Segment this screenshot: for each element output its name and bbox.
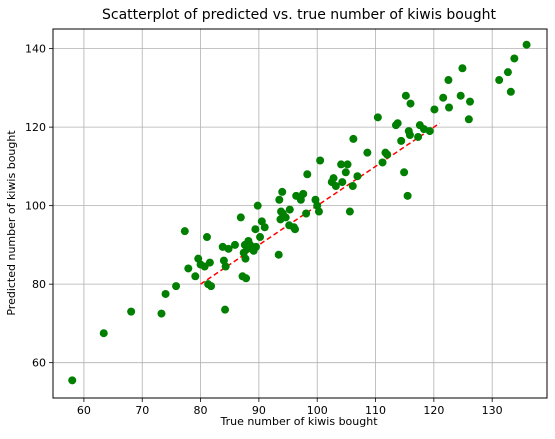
data-point xyxy=(458,64,466,72)
y-axis-label: Predicted number of kiwis bought xyxy=(5,130,18,316)
data-point xyxy=(303,170,311,178)
data-point xyxy=(206,259,214,267)
x-tick-label: 120 xyxy=(423,404,444,417)
data-point xyxy=(203,233,211,241)
data-point xyxy=(379,158,387,166)
data-point xyxy=(282,213,290,221)
data-point xyxy=(439,94,447,102)
data-point xyxy=(207,282,215,290)
data-point xyxy=(404,192,412,200)
data-point xyxy=(444,76,452,84)
data-point xyxy=(407,100,415,108)
data-point xyxy=(353,172,361,180)
data-point xyxy=(495,76,503,84)
data-point xyxy=(157,310,165,318)
data-point xyxy=(338,178,346,186)
data-point xyxy=(251,225,259,233)
data-point xyxy=(278,188,286,196)
data-point xyxy=(291,225,299,233)
data-point xyxy=(400,168,408,176)
data-point xyxy=(315,208,323,216)
y-tick-label: 140 xyxy=(25,43,46,56)
data-point xyxy=(221,306,229,314)
data-point xyxy=(504,68,512,76)
data-point xyxy=(231,241,239,249)
x-tick-label: 70 xyxy=(135,404,149,417)
y-tick-label: 60 xyxy=(32,357,46,370)
x-tick-label: 60 xyxy=(77,404,91,417)
data-point xyxy=(426,127,434,135)
data-point xyxy=(261,223,269,231)
x-axis-label: True number of kiwis bought xyxy=(219,415,378,428)
data-point xyxy=(191,272,199,280)
data-point xyxy=(127,308,135,316)
data-point xyxy=(510,54,518,62)
data-point xyxy=(302,210,310,218)
x-tick-label: 80 xyxy=(194,404,208,417)
data-point xyxy=(394,119,402,127)
data-point xyxy=(222,262,230,270)
data-point xyxy=(299,190,307,198)
y-tick-label: 120 xyxy=(25,121,46,134)
data-point xyxy=(275,251,283,259)
data-point xyxy=(254,202,262,210)
data-point xyxy=(286,206,294,214)
data-point xyxy=(466,98,474,106)
data-point xyxy=(363,149,371,157)
y-tick-label: 100 xyxy=(25,200,46,213)
data-point xyxy=(402,92,410,100)
data-point xyxy=(242,274,250,282)
chart-title: Scatterplot of predicted vs. true number… xyxy=(102,7,496,23)
data-point xyxy=(330,174,338,182)
data-point xyxy=(523,41,531,49)
data-point xyxy=(342,168,350,176)
data-point xyxy=(68,376,76,384)
data-point xyxy=(237,213,245,221)
x-tick-label: 130 xyxy=(482,404,503,417)
data-point xyxy=(252,243,260,251)
data-point xyxy=(397,137,405,145)
data-point xyxy=(414,133,422,141)
data-point xyxy=(162,290,170,298)
data-point xyxy=(383,151,391,159)
data-point xyxy=(346,208,354,216)
data-point xyxy=(184,264,192,272)
data-point xyxy=(349,135,357,143)
data-point xyxy=(465,115,473,123)
data-point xyxy=(507,88,515,96)
data-point xyxy=(374,113,382,121)
data-point xyxy=(344,160,352,168)
data-point xyxy=(316,157,324,165)
data-point xyxy=(100,329,108,337)
data-point xyxy=(256,233,264,241)
data-point xyxy=(430,105,438,113)
data-point xyxy=(445,104,453,112)
data-point xyxy=(275,196,283,204)
y-tick-label: 80 xyxy=(32,278,46,291)
data-point xyxy=(172,282,180,290)
data-point xyxy=(241,255,249,263)
data-point xyxy=(349,182,357,190)
data-point xyxy=(406,131,414,139)
data-point xyxy=(181,227,189,235)
data-point xyxy=(457,92,465,100)
